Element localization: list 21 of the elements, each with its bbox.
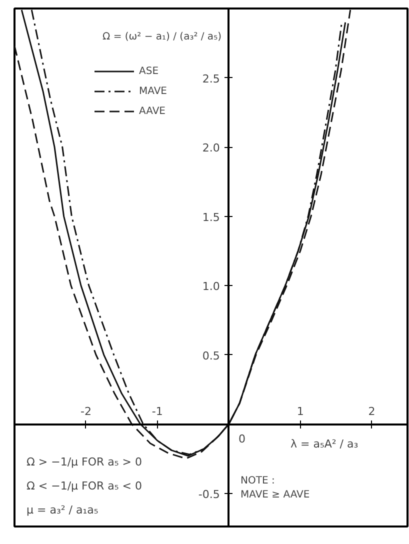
x-tick-label: -2 [80,405,92,418]
y-tick-label: 1.0 [202,280,220,294]
legend-label: AAVE [139,106,166,116]
y-tick-label: 2.5 [202,72,220,86]
y-tick-label: 1.5 [202,210,220,224]
y-tick-label: 0.5 [202,349,220,362]
legend-label: ASE [139,66,159,76]
annotation: Ω > −1/μ FOR a₅ > 0 [26,456,142,468]
x-tick-label: 2 [368,405,376,418]
x-tick-label: 1 [296,405,304,418]
annotation: Ω < −1/μ FOR a₅ < 0 [26,480,142,492]
y-tick-label: 2.0 [202,142,220,155]
legend-label: MAVE [139,86,167,96]
annotation: Ω = (ω² − a₁) / (a₃² / a₅) [102,32,222,42]
annotation: MAVE ≥ AAVE [240,490,310,500]
x-tick-label: -1 [152,405,163,418]
annotation: μ = a₃² / a₁a₅ [26,504,98,516]
annotation: NOTE : [240,476,275,486]
annotation: λ = a₅A² / a₃ [290,438,358,450]
y-tick-label: -0.5 [198,488,220,501]
annotation: 0 [238,432,246,446]
